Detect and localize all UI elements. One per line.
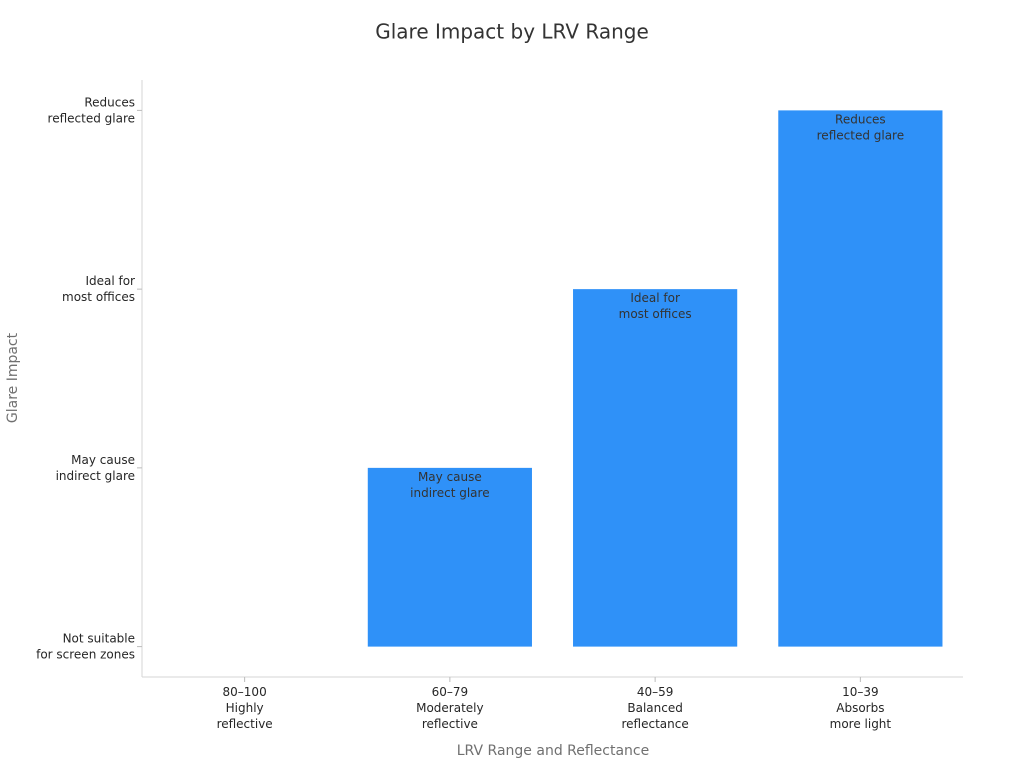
x-axis-title: LRV Range and Reflectance: [457, 743, 650, 759]
x-tick-label: 80–100 Highly reflective: [217, 685, 273, 731]
data-label: Ideal for most offices: [619, 291, 692, 321]
bar: [778, 110, 943, 647]
x-tick-label: 10–39 Absorbs more light: [830, 685, 892, 731]
y-axis-title: Glare Impact: [5, 332, 21, 423]
x-tick-label: 40–59 Balanced reflectance: [622, 685, 689, 731]
bar: [367, 467, 532, 647]
y-tick-label: May cause indirect glare: [56, 452, 135, 482]
data-label: Reduces reflected glare: [817, 112, 904, 142]
y-tick-label: Reduces reflected glare: [48, 95, 135, 125]
bar: [573, 289, 738, 647]
chart-title: Glare Impact by LRV Range: [375, 20, 649, 44]
x-tick-label: 60–79 Moderately reflective: [416, 685, 484, 731]
data-label: May cause indirect glare: [410, 469, 489, 499]
y-tick-label: Not suitable for screen zones: [36, 631, 135, 661]
y-tick-label: Ideal for most offices: [62, 274, 135, 304]
